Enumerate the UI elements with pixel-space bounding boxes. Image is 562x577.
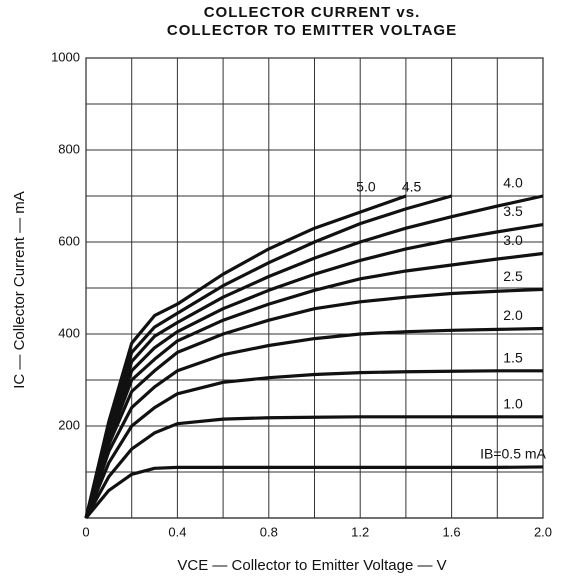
x-tick-label: 2.0 (534, 524, 552, 539)
curve (84, 415, 543, 519)
y-tick-label: 600 (58, 233, 80, 248)
series-label: 2.5 (503, 268, 523, 284)
y-axis-label: IC — Collector Current — mA (11, 191, 28, 389)
curve (84, 465, 544, 520)
curve (84, 326, 544, 519)
y-tick-label: 800 (58, 141, 80, 156)
curve (84, 251, 544, 519)
y-tick-label: 1000 (51, 49, 80, 64)
series-label: 3.5 (503, 203, 523, 219)
series-label: 3.0 (503, 232, 523, 248)
x-tick-label: 0.8 (260, 524, 278, 539)
y-tick-label: 200 (58, 417, 80, 432)
x-tick-label: 1.6 (443, 524, 461, 539)
x-tick-label: 0.4 (168, 524, 186, 539)
series-label: 1.5 (503, 350, 523, 366)
series-label: 1.0 (503, 396, 523, 412)
series-label: 2.0 (503, 307, 523, 323)
x-tick-label: 1.2 (351, 524, 369, 539)
series-label: 5.0 (356, 179, 376, 195)
series-label: IB=0.5 mA (480, 446, 546, 462)
curve (84, 194, 453, 519)
chart-title: COLLECTOR CURRENT vs. (204, 4, 421, 21)
curve (84, 287, 544, 519)
series-label: 4.0 (503, 175, 523, 191)
series-label: 4.5 (402, 179, 422, 195)
curve (84, 194, 407, 519)
curve (84, 369, 543, 519)
curve (84, 194, 544, 519)
curve (84, 222, 544, 519)
chart-title: COLLECTOR TO EMITTER VOLTAGE (167, 22, 457, 39)
x-tick-label: 0 (82, 524, 89, 539)
y-tick-label: 400 (58, 325, 80, 340)
x-axis-label: VCE — Collector to Emitter Voltage — V (177, 557, 446, 574)
